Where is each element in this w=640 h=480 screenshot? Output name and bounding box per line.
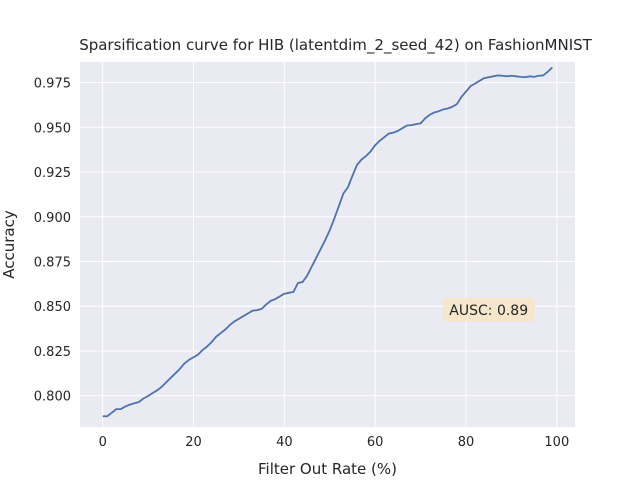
x-tick-label: 0 — [99, 435, 107, 450]
y-tick-label: 0.925 — [34, 166, 71, 181]
y-tick-label: 0.975 — [34, 77, 71, 92]
ausc-annotation: AUSC: 0.89 — [442, 297, 535, 322]
y-tick-label: 0.825 — [34, 345, 71, 360]
y-tick-label: 0.850 — [34, 300, 71, 315]
chart-title: Sparsification curve for HIB (latentdim_… — [79, 36, 592, 55]
y-tick-label: 0.950 — [34, 121, 71, 136]
tick-labels: 0 20 40 60 80 100 0.800 0.825 0.850 0.875 0.900 0.9… — [34, 77, 569, 450]
x-axis-label: Filter Out Rate (%) — [258, 460, 397, 478]
x-tick-label: 40 — [276, 435, 293, 450]
series-group — [102, 66, 553, 418]
annotation-box — [442, 297, 535, 322]
x-tick-label: 20 — [185, 435, 202, 450]
plot-area — [80, 62, 575, 427]
grid-lines — [80, 62, 575, 427]
x-tick-label: 60 — [367, 435, 384, 450]
x-tick-label: 80 — [458, 435, 475, 450]
y-tick-label: 0.800 — [34, 390, 71, 405]
y-tick-label: 0.875 — [34, 255, 71, 270]
accuracy-series-line — [102, 66, 553, 418]
y-axis-label: Accuracy — [0, 210, 18, 279]
y-tick-label: 0.900 — [34, 211, 71, 226]
annotation-text: AUSC: 0.89 — [449, 303, 528, 319]
x-tick-label: 100 — [544, 435, 569, 450]
